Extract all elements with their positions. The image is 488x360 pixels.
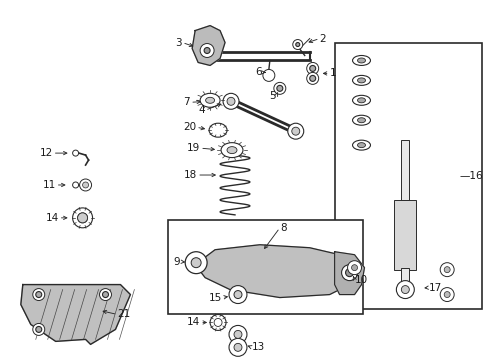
Text: 8: 8 (279, 223, 286, 233)
Circle shape (351, 265, 357, 271)
Circle shape (443, 292, 449, 298)
Circle shape (214, 319, 222, 327)
Ellipse shape (205, 97, 214, 103)
Circle shape (100, 289, 111, 301)
Circle shape (78, 213, 87, 223)
Ellipse shape (352, 95, 370, 105)
Circle shape (226, 97, 235, 105)
Text: 11: 11 (42, 180, 56, 190)
Circle shape (309, 75, 315, 81)
Circle shape (223, 93, 239, 109)
Circle shape (439, 288, 453, 302)
Text: 18: 18 (183, 170, 197, 180)
Circle shape (80, 179, 91, 191)
Text: 2: 2 (319, 33, 325, 44)
Circle shape (401, 285, 408, 293)
Text: 14: 14 (45, 213, 59, 223)
Circle shape (234, 291, 242, 298)
Bar (168, 220, 362, 315)
Circle shape (347, 261, 361, 275)
Circle shape (443, 267, 449, 273)
Circle shape (228, 325, 246, 343)
Bar (334, 42, 481, 310)
Circle shape (228, 338, 246, 356)
Circle shape (33, 289, 44, 301)
Ellipse shape (357, 78, 365, 83)
Text: 15: 15 (208, 293, 222, 302)
Circle shape (33, 323, 44, 336)
Circle shape (439, 263, 453, 276)
Circle shape (78, 213, 87, 223)
Polygon shape (334, 252, 364, 294)
Circle shape (345, 269, 353, 276)
Text: 14: 14 (186, 318, 200, 328)
Ellipse shape (357, 58, 365, 63)
Ellipse shape (357, 118, 365, 123)
Bar (394, 200, 415, 270)
Text: —16: —16 (458, 171, 482, 181)
Ellipse shape (352, 140, 370, 150)
Bar (401, 268, 408, 285)
Circle shape (210, 315, 225, 330)
Text: 12: 12 (40, 148, 53, 158)
Circle shape (73, 208, 92, 228)
Polygon shape (21, 285, 130, 345)
Ellipse shape (352, 75, 370, 85)
Circle shape (185, 252, 207, 274)
Circle shape (287, 123, 303, 139)
Circle shape (309, 66, 315, 71)
Ellipse shape (352, 55, 370, 66)
Ellipse shape (357, 143, 365, 148)
Text: 17: 17 (428, 283, 442, 293)
Ellipse shape (209, 123, 226, 137)
Polygon shape (195, 245, 354, 298)
Circle shape (341, 265, 357, 280)
Bar (401, 140, 408, 200)
Circle shape (203, 48, 210, 54)
Circle shape (291, 127, 299, 135)
Circle shape (36, 327, 41, 332)
Ellipse shape (221, 143, 243, 158)
Text: 9: 9 (173, 257, 180, 267)
Circle shape (273, 82, 285, 94)
Text: 5: 5 (269, 91, 275, 101)
Ellipse shape (357, 98, 365, 103)
Circle shape (200, 44, 214, 58)
Ellipse shape (226, 147, 237, 154)
Circle shape (292, 40, 302, 50)
Circle shape (263, 69, 274, 81)
Circle shape (102, 292, 108, 298)
Text: 21: 21 (117, 310, 130, 319)
Circle shape (234, 343, 242, 351)
Circle shape (73, 150, 79, 156)
Text: 7: 7 (183, 97, 190, 107)
Text: 4: 4 (198, 105, 204, 115)
Text: 6: 6 (255, 67, 262, 77)
Circle shape (73, 182, 79, 188)
Ellipse shape (352, 115, 370, 125)
Circle shape (396, 280, 413, 298)
Circle shape (36, 292, 41, 298)
Circle shape (306, 62, 318, 75)
Circle shape (276, 85, 282, 91)
Text: 3: 3 (175, 37, 182, 48)
Text: 20: 20 (183, 122, 196, 132)
Circle shape (306, 72, 318, 84)
Text: 19: 19 (186, 143, 200, 153)
Circle shape (82, 182, 88, 188)
Circle shape (191, 258, 201, 268)
Ellipse shape (200, 93, 220, 107)
Circle shape (295, 42, 299, 46)
Text: 13: 13 (251, 342, 264, 352)
Text: 10: 10 (354, 275, 367, 285)
Text: 1: 1 (329, 68, 336, 78)
Circle shape (234, 330, 242, 338)
Circle shape (228, 285, 246, 303)
Polygon shape (192, 26, 224, 66)
